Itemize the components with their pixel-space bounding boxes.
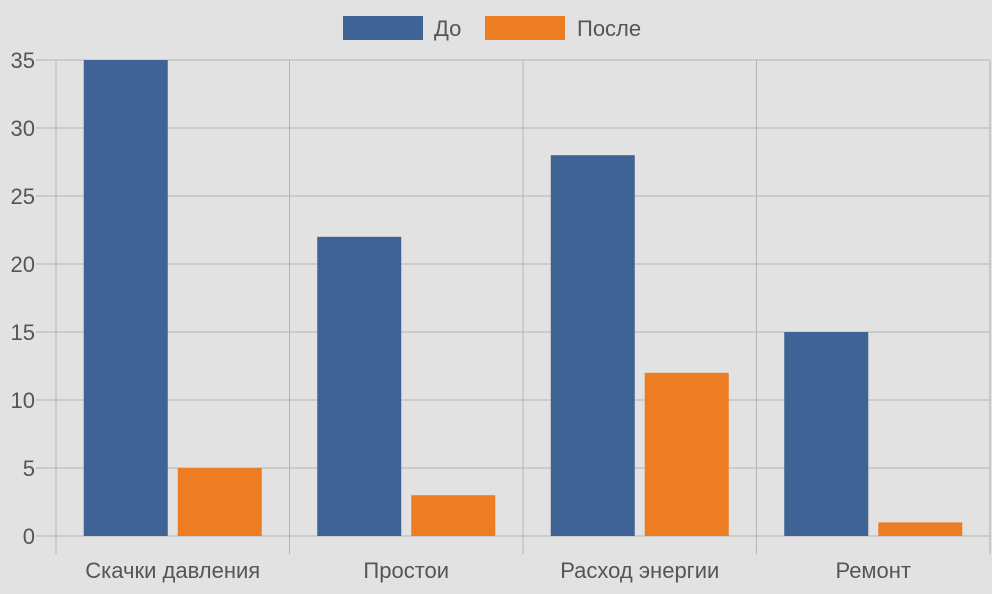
legend-label-after: После [577,16,641,41]
legend-swatch-after [485,16,565,40]
bar-after-2 [644,372,729,536]
bar-before-1 [317,236,402,537]
y-tick-label-5: 5 [23,456,35,481]
x-axis: Скачки давления Простои Расход энергии Ремо… [85,558,911,583]
bar-after-0 [177,468,262,536]
x-category-label-0: Скачки давления [85,558,260,583]
bars [83,60,963,537]
y-tick-label-20: 20 [11,252,35,277]
y-tick-label-30: 30 [11,116,35,141]
bar-before-3 [784,332,869,536]
bar-before-0 [83,60,168,536]
legend: До После [343,16,641,41]
y-tick-label-10: 10 [11,388,35,413]
grid [36,59,991,554]
legend-swatch-before [343,16,423,40]
legend-label-before: До [434,16,461,41]
x-category-label-2: Расход энергии [560,558,719,583]
y-tick-label-25: 25 [11,184,35,209]
y-tick-label-0: 0 [23,524,35,549]
x-category-label-3: Ремонт [835,558,911,583]
y-tick-label-35: 35 [11,48,35,73]
x-category-label-1: Простои [363,558,449,583]
y-axis: 0 5 10 15 20 25 30 35 [11,48,35,549]
bar-after-3 [878,522,963,536]
bar-before-2 [550,155,635,536]
bar-after-1 [411,495,496,536]
y-tick-label-15: 15 [11,320,35,345]
